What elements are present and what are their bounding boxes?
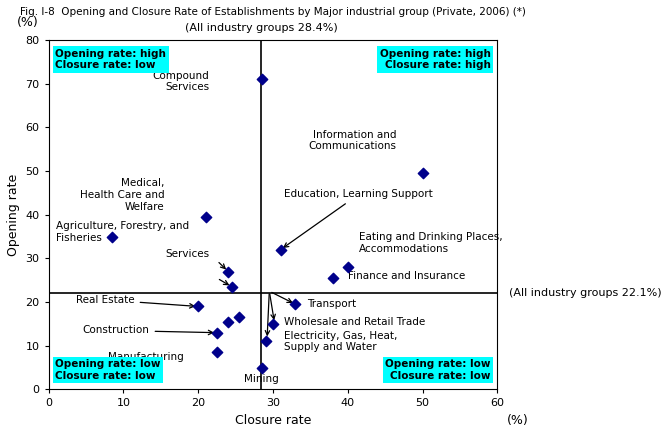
- Text: Services: Services: [165, 249, 210, 259]
- Text: Medical,
Health Care and
Welfare: Medical, Health Care and Welfare: [80, 178, 165, 212]
- Point: [257, 364, 267, 371]
- Point: [223, 318, 234, 325]
- Title: Fig. I-8  Opening and Closure Rate of Establishments by Major industrial group (: Fig. I-8 Opening and Closure Rate of Est…: [20, 7, 526, 17]
- Text: Opening rate: low
Closure rate: low: Opening rate: low Closure rate: low: [385, 359, 490, 381]
- Text: Education, Learning Support: Education, Learning Support: [284, 189, 433, 247]
- Text: Construction: Construction: [83, 326, 213, 335]
- Text: Real Estate: Real Estate: [76, 295, 194, 308]
- Point: [257, 76, 267, 83]
- Point: [342, 264, 353, 271]
- Text: Opening rate: high
Closure rate: low: Opening rate: high Closure rate: low: [56, 49, 166, 70]
- Point: [234, 314, 245, 321]
- Text: Opening rate: low
Closure rate: low: Opening rate: low Closure rate: low: [56, 359, 161, 381]
- Text: (%): (%): [507, 414, 528, 427]
- Text: (%): (%): [17, 16, 39, 30]
- Point: [290, 301, 301, 308]
- Text: Wholesale and Retail Trade: Wholesale and Retail Trade: [284, 317, 425, 327]
- Text: Finance and Insurance: Finance and Insurance: [348, 271, 465, 281]
- Text: Compound
Services: Compound Services: [153, 71, 210, 92]
- Point: [212, 329, 222, 336]
- Point: [223, 268, 234, 275]
- Point: [417, 170, 428, 177]
- Text: Agriculture, Forestry, and
Fisheries: Agriculture, Forestry, and Fisheries: [56, 221, 189, 243]
- Text: Opening rate: high
Closure rate: high: Opening rate: high Closure rate: high: [380, 49, 490, 70]
- Text: Information and
Communications: Information and Communications: [308, 130, 397, 151]
- Point: [107, 233, 118, 240]
- Text: Manufacturing: Manufacturing: [108, 352, 184, 362]
- Y-axis label: Opening rate: Opening rate: [7, 174, 20, 256]
- Text: Transport: Transport: [307, 299, 356, 309]
- Point: [193, 303, 204, 310]
- Text: (All industry groups 22.1%): (All industry groups 22.1%): [509, 288, 661, 298]
- Point: [226, 283, 237, 290]
- Point: [275, 246, 286, 253]
- X-axis label: Closure rate: Closure rate: [235, 414, 312, 427]
- Point: [268, 320, 279, 327]
- Point: [212, 349, 222, 356]
- Point: [260, 338, 271, 345]
- Point: [328, 275, 338, 282]
- Text: Eating and Drinking Places,
Accommodations: Eating and Drinking Places, Accommodatio…: [359, 232, 502, 254]
- Text: Mining: Mining: [245, 374, 279, 384]
- Text: Electricity, Gas, Heat,
Supply and Water: Electricity, Gas, Heat, Supply and Water: [284, 331, 398, 352]
- Text: (All industry groups 28.4%): (All industry groups 28.4%): [185, 23, 338, 33]
- Point: [200, 214, 211, 220]
